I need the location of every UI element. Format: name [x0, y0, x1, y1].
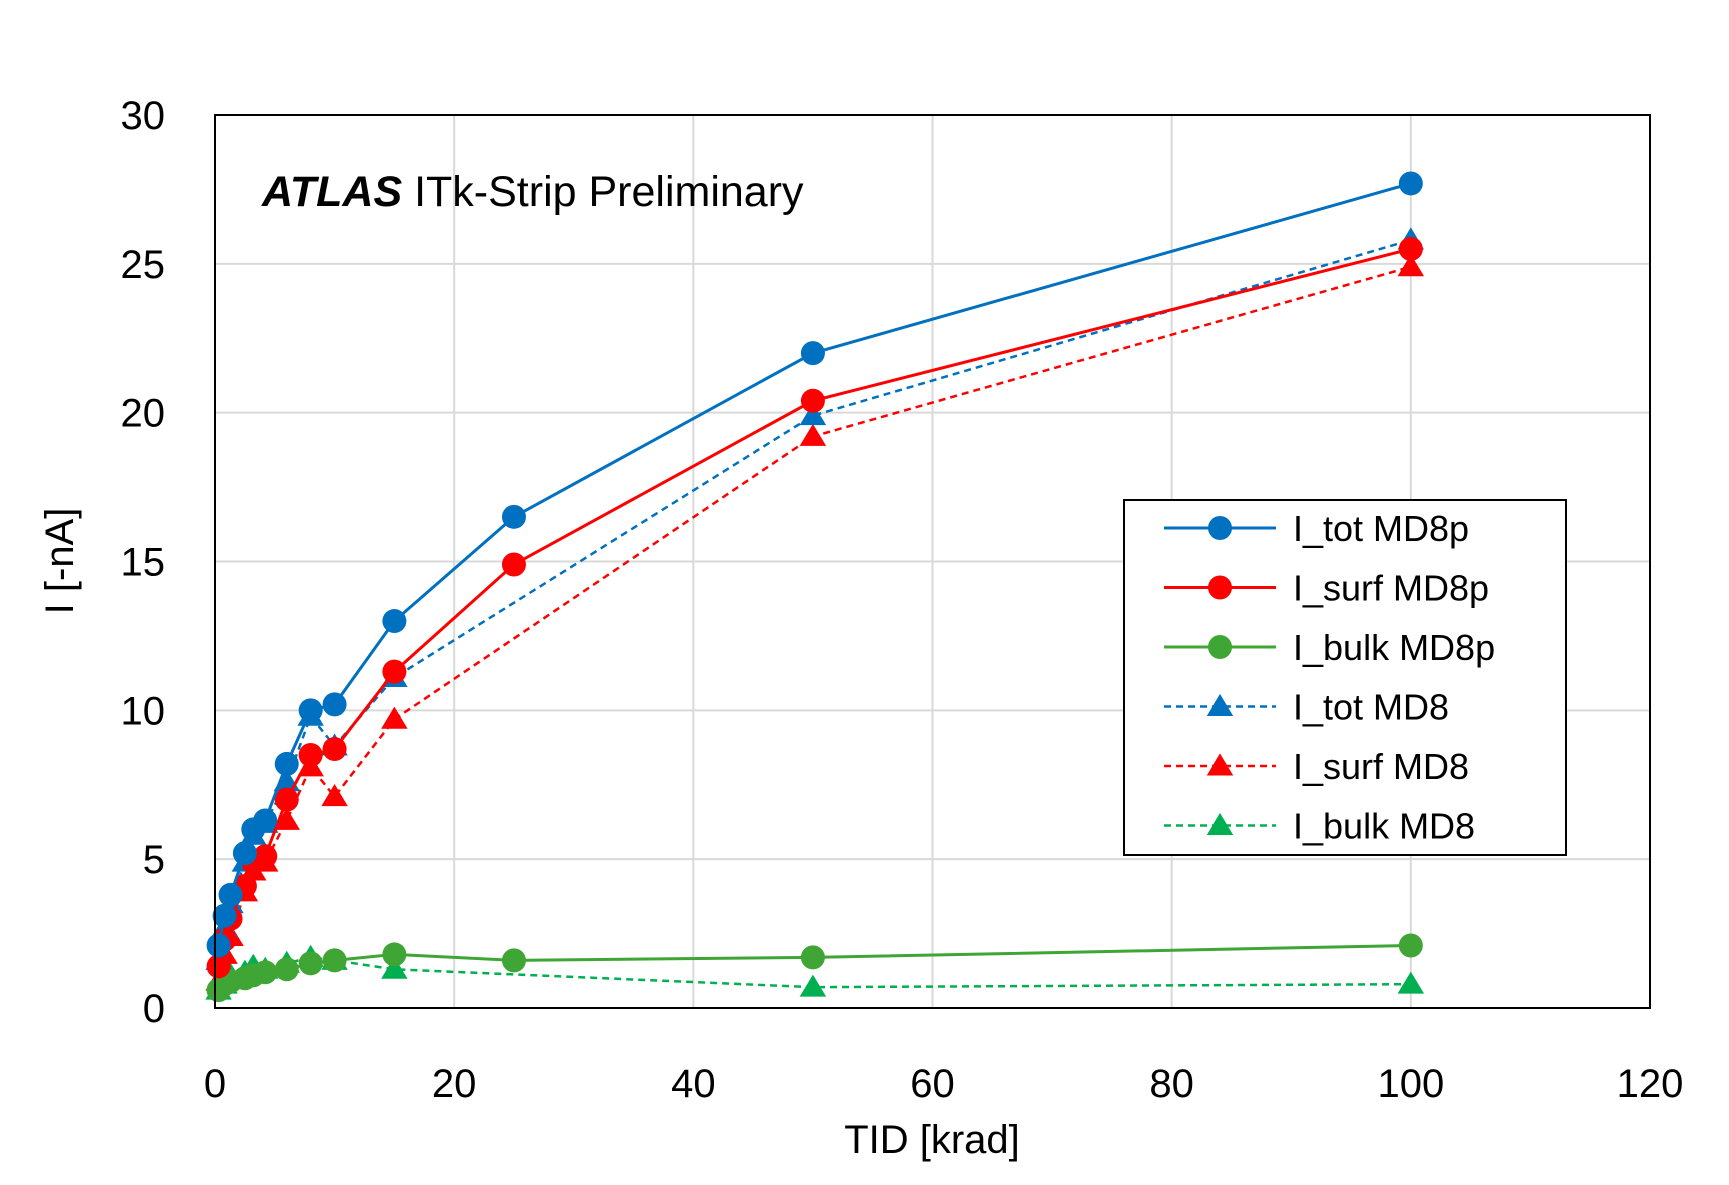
- data-point-i-tot-md8p: [232, 841, 257, 866]
- data-point-i-surf-md8: [321, 784, 348, 807]
- legend-label: I_bulk MD8p: [1293, 627, 1495, 668]
- y-tick-label: 15: [121, 541, 166, 585]
- data-point-i-tot-md8p: [298, 698, 323, 723]
- data-point-i-surf-md8p: [382, 659, 407, 684]
- y-tick-label: 0: [143, 987, 165, 1031]
- y-tick-label: 20: [121, 392, 166, 436]
- data-point-i-bulk-md8p: [1398, 933, 1423, 958]
- legend-marker: [1206, 693, 1234, 716]
- data-point-i-surf-md8: [1397, 254, 1425, 277]
- legend-item-i-tot-md8: I_tot MD8: [1164, 687, 1449, 728]
- atlas-annotation-bold: ATLAS: [261, 168, 402, 216]
- y-axis-title: I [-nA]: [38, 508, 82, 615]
- x-tick-label: 0: [204, 1062, 226, 1106]
- y-tick-label: 5: [143, 838, 165, 882]
- data-point-i-tot-md8: [799, 403, 827, 426]
- series-i-bulk-md8p: [206, 933, 1423, 1003]
- legend-marker: [1208, 635, 1232, 659]
- x-tick-label: 40: [671, 1062, 716, 1106]
- data-point-i-surf-md8p: [800, 388, 825, 413]
- data-point-i-tot-md8p: [1398, 171, 1423, 196]
- legend-label: I_surf MD8: [1293, 746, 1469, 787]
- data-point-i-surf-md8p: [1398, 236, 1423, 261]
- data-point-i-tot-md8p: [274, 751, 299, 776]
- x-axis-title: TID [krad]: [844, 1118, 1020, 1162]
- data-point-i-surf-md8p: [298, 742, 323, 767]
- x-tick-label: 100: [1377, 1062, 1444, 1106]
- data-point-i-bulk-md8p: [274, 957, 299, 982]
- legend-box: [1123, 499, 1567, 856]
- plot-area-frame: [214, 114, 1651, 1009]
- legend-marker: [1206, 812, 1234, 835]
- legend-label: I_tot MD8: [1293, 687, 1449, 728]
- legend-label: I_tot MD8p: [1293, 508, 1469, 549]
- legend-label: I_bulk MD8: [1293, 806, 1475, 847]
- legend-marker: [1208, 575, 1232, 600]
- atlas-annotation-rest: ITk-Strip Preliminary: [402, 168, 804, 216]
- series-layer: [205, 171, 1425, 1003]
- data-point-i-tot-md8p: [212, 903, 237, 928]
- atlas-annotation: ATLAS ITk-Strip Preliminary: [261, 168, 804, 216]
- data-point-i-bulk-md8p: [800, 945, 825, 970]
- legend-item-i-tot-md8p: I_tot MD8p: [1164, 508, 1469, 549]
- data-point-i-surf-md8p: [322, 737, 347, 762]
- data-point-i-surf-md8p: [253, 844, 278, 869]
- legend-item-i-bulk-md8p: I_bulk MD8p: [1164, 627, 1495, 668]
- series-line-i-surf-md8: [217, 265, 1412, 982]
- legend-item-i-surf-md8: I_surf MD8: [1164, 746, 1469, 787]
- data-point-i-tot-md8p: [218, 882, 243, 907]
- x-tick-label: 120: [1617, 1062, 1684, 1106]
- legend-item-i-bulk-md8: I_bulk MD8: [1164, 806, 1475, 847]
- data-point-i-surf-md8: [273, 807, 300, 830]
- legend-label: I_surf MD8p: [1293, 568, 1489, 609]
- data-point-i-bulk-md8p: [322, 948, 347, 973]
- x-tick-label: 20: [432, 1062, 477, 1106]
- data-point-i-bulk-md8: [1397, 971, 1425, 994]
- data-point-i-surf-md8: [799, 423, 827, 446]
- x-tick-label: 80: [1149, 1062, 1194, 1106]
- data-point-i-tot-md8p: [206, 933, 231, 958]
- legend: I_tot MD8p I_surf MD8p I_bulk MD8p I_tot MD…: [1123, 499, 1567, 856]
- data-point-i-surf-md8p: [274, 787, 299, 812]
- data-point-i-bulk-md8p: [298, 951, 323, 976]
- y-tick-label: 30: [121, 94, 166, 138]
- data-point-i-tot-md8p: [800, 341, 825, 366]
- data-point-i-tot-md8p: [253, 808, 278, 833]
- data-point-i-tot-md8p: [382, 609, 407, 634]
- data-point-i-bulk-md8p: [382, 942, 407, 967]
- data-point-i-surf-md8: [381, 706, 408, 729]
- legend-marker: [1208, 516, 1232, 540]
- data-point-i-tot-md8p: [322, 692, 347, 717]
- legend-item-i-surf-md8p: I_surf MD8p: [1164, 568, 1489, 609]
- data-point-i-bulk-md8: [381, 956, 408, 979]
- data-point-i-surf-md8p: [206, 954, 231, 979]
- data-point-i-bulk-md8p: [501, 948, 526, 973]
- y-tick-label: 25: [121, 243, 166, 287]
- x-axis-ticks: 0 20 40 60 80 100 120: [204, 1062, 1684, 1106]
- y-tick-label: 10: [121, 689, 166, 733]
- legend-marker: [1206, 753, 1234, 776]
- data-point-i-bulk-md8p: [253, 960, 278, 985]
- series-i-tot-md8p: [206, 171, 1423, 958]
- y-axis-ticks: 0 5 10 15 20 25 30: [121, 94, 166, 1031]
- data-point-i-bulk-md8: [799, 974, 827, 997]
- x-tick-label: 60: [910, 1062, 955, 1106]
- data-point-i-surf-md8p: [501, 552, 526, 577]
- data-point-i-tot-md8p: [501, 504, 526, 529]
